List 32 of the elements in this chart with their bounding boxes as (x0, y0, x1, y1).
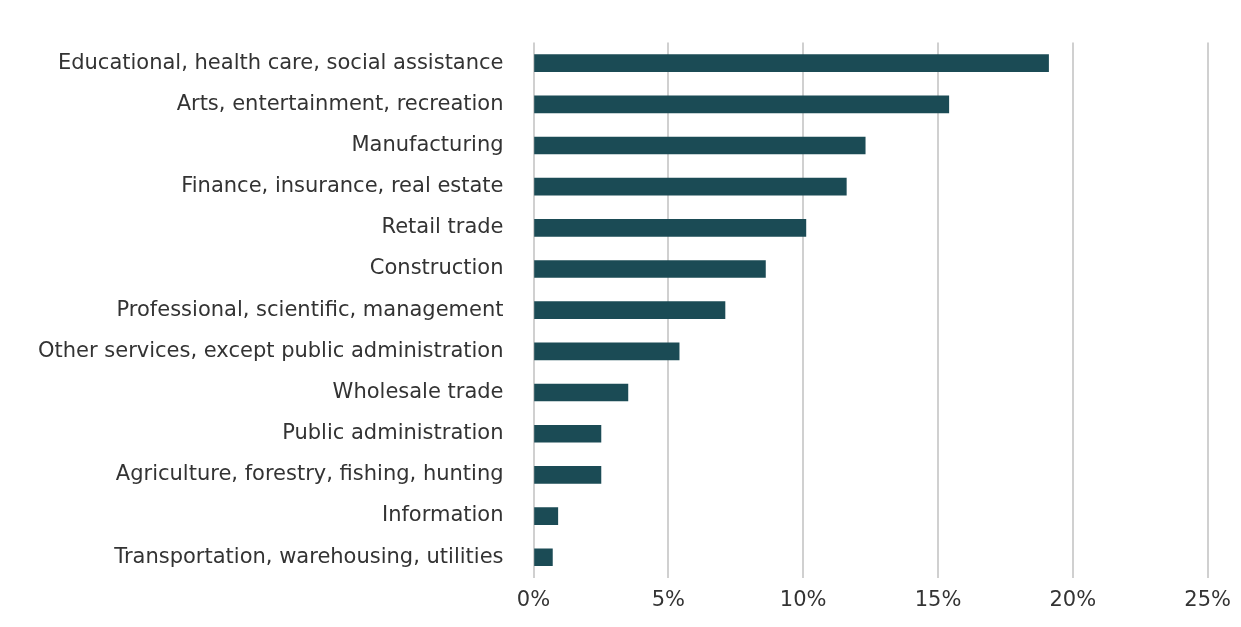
y-tick-label: Educational, health care, social assistance (57, 49, 504, 74)
y-tick-label: Agriculture, forestry, fishing, hunting (115, 461, 504, 486)
y-tick-label: Retail trade (381, 214, 504, 239)
x-tick-label: 25% (1184, 586, 1232, 611)
y-tick-label: Manufacturing (351, 131, 504, 156)
x-tick-label: 0% (516, 586, 551, 611)
y-tick-label: Public administration (282, 420, 504, 445)
y-tick-label: Construction (369, 255, 504, 280)
y-tick-label: Information (381, 502, 504, 527)
bar (534, 260, 766, 278)
y-tick-label: Arts, entertainment, recreation (176, 90, 504, 115)
bar (534, 342, 680, 361)
bar (534, 507, 559, 525)
x-tick-label: 5% (651, 586, 686, 611)
y-tick-label: Other services, except public administration (38, 337, 504, 362)
bar (534, 219, 807, 237)
bar (534, 466, 602, 484)
bar (534, 383, 629, 402)
x-tick-label: 10% (779, 586, 827, 611)
y-tick-label: Professional, scientific, management (116, 296, 504, 321)
bar (534, 424, 602, 443)
x-tick-label: 20% (1049, 586, 1097, 611)
bar (534, 177, 847, 196)
y-tick-label: Wholesale trade (332, 378, 504, 403)
bar (534, 136, 866, 155)
y-tick-label: Transportation, warehousing, utilities (113, 543, 504, 568)
y-tick-label: Finance, insurance, real estate (181, 173, 504, 198)
bar (534, 301, 726, 320)
bar (534, 95, 950, 114)
bar (534, 54, 1049, 73)
bar (534, 548, 553, 567)
x-tick-label: 15% (914, 586, 962, 611)
